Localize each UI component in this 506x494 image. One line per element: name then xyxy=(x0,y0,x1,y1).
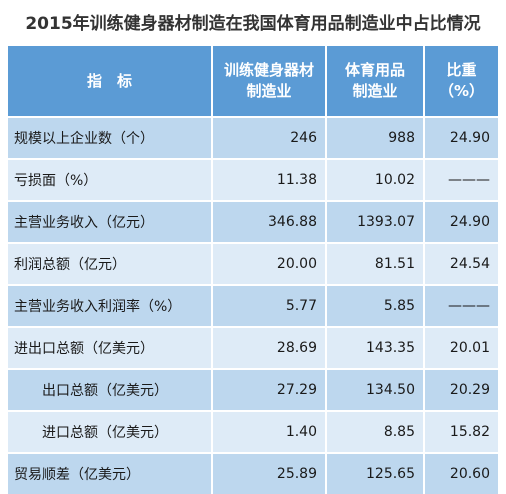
indicator-cell: 出口总额（亿美元） xyxy=(8,368,213,411)
header-indicator: 指 标 xyxy=(8,46,213,117)
page-title: 2015年训练健身器材制造在我国体育用品制造业中占比情况 xyxy=(25,13,481,34)
fitness-value-cell: 11.38 xyxy=(212,158,327,201)
sports-value-cell: 1393.07 xyxy=(326,200,425,243)
indicator-cell: 主营业务收入（亿元） xyxy=(8,200,213,243)
header-ratio-line-1: 比重 xyxy=(446,61,477,79)
table-row: 主营业务收入（亿元） 346.88 1393.07 24.90 xyxy=(8,200,498,243)
table-row: 出口总额（亿美元） 27.29 134.50 20.29 xyxy=(8,368,498,411)
header-fitness-line-1: 训练健身器材 xyxy=(223,61,314,79)
sports-value-cell: 125.65 xyxy=(326,452,425,494)
indicator-cell: 主营业务收入利润率（%） xyxy=(8,284,213,327)
sports-value-cell: 5.85 xyxy=(326,284,425,327)
header-sports-line-2: 制造业 xyxy=(352,82,398,100)
header-sports-line-1: 体育用品 xyxy=(344,61,405,79)
indicator-cell: 规模以上企业数（个） xyxy=(8,116,213,159)
fitness-value-cell: 346.88 xyxy=(212,200,327,243)
indicator-cell: 利润总额（亿元） xyxy=(8,242,213,285)
header-ratio: 比重 （%） xyxy=(424,46,498,117)
fitness-value-cell: 27.29 xyxy=(212,368,327,411)
ratio-value-cell: 20.29 xyxy=(424,368,498,411)
header-fitness-manufacturing: 训练健身器材 制造业 xyxy=(212,46,327,117)
ratio-value-cell: ——— xyxy=(424,284,498,327)
sports-value-cell: 143.35 xyxy=(326,326,425,369)
ratio-value-cell: 24.54 xyxy=(424,242,498,285)
table-row: 规模以上企业数（个） 246 988 24.90 xyxy=(8,116,498,159)
table-row: 进出口总额（亿美元） 28.69 143.35 20.01 xyxy=(8,326,498,369)
fitness-value-cell: 246 xyxy=(212,116,327,159)
table-row: 利润总额（亿元） 20.00 81.51 24.54 xyxy=(8,242,498,285)
ratio-value-cell: 24.90 xyxy=(424,116,498,159)
header-indicator-line: 指 标 xyxy=(86,71,132,90)
ratio-value-cell: 15.82 xyxy=(424,410,498,453)
indicator-cell: 进出口总额（亿美元） xyxy=(8,326,213,369)
indicator-cell: 进口总额（亿美元） xyxy=(8,410,213,453)
fitness-value-cell: 5.77 xyxy=(212,284,327,327)
table-row: 贸易顺差（亿美元） 25.89 125.65 20.60 xyxy=(8,452,498,494)
sports-value-cell: 81.51 xyxy=(326,242,425,285)
indicator-cell: 亏损面（%） xyxy=(8,158,213,201)
sports-value-cell: 8.85 xyxy=(326,410,425,453)
header-fitness-line-2: 制造业 xyxy=(246,82,292,100)
table-row: 进口总额（亿美元） 1.40 8.85 15.82 xyxy=(8,410,498,453)
header-sports-manufacturing: 体育用品 制造业 xyxy=(326,46,425,117)
header-row: 指 标 训练健身器材 制造业 体育用品 制造业 比重 （%） xyxy=(8,46,498,117)
indicator-cell: 贸易顺差（亿美元） xyxy=(8,452,213,494)
sports-value-cell: 988 xyxy=(326,116,425,159)
fitness-value-cell: 20.00 xyxy=(212,242,327,285)
data-table: 指 标 训练健身器材 制造业 体育用品 制造业 比重 （%） 规模以上企业数（个… xyxy=(8,46,498,494)
ratio-value-cell: 24.90 xyxy=(424,200,498,243)
sports-value-cell: 134.50 xyxy=(326,368,425,411)
fitness-value-cell: 28.69 xyxy=(212,326,327,369)
ratio-value-cell: ——— xyxy=(424,158,498,201)
ratio-value-cell: 20.01 xyxy=(424,326,498,369)
sports-value-cell: 10.02 xyxy=(326,158,425,201)
fitness-value-cell: 1.40 xyxy=(212,410,327,453)
header-ratio-line-2: （%） xyxy=(438,82,485,100)
table-row: 亏损面（%） 11.38 10.02 ——— xyxy=(8,158,498,201)
fitness-value-cell: 25.89 xyxy=(212,452,327,494)
ratio-value-cell: 20.60 xyxy=(424,452,498,494)
table-row: 主营业务收入利润率（%） 5.77 5.85 ——— xyxy=(8,284,498,327)
